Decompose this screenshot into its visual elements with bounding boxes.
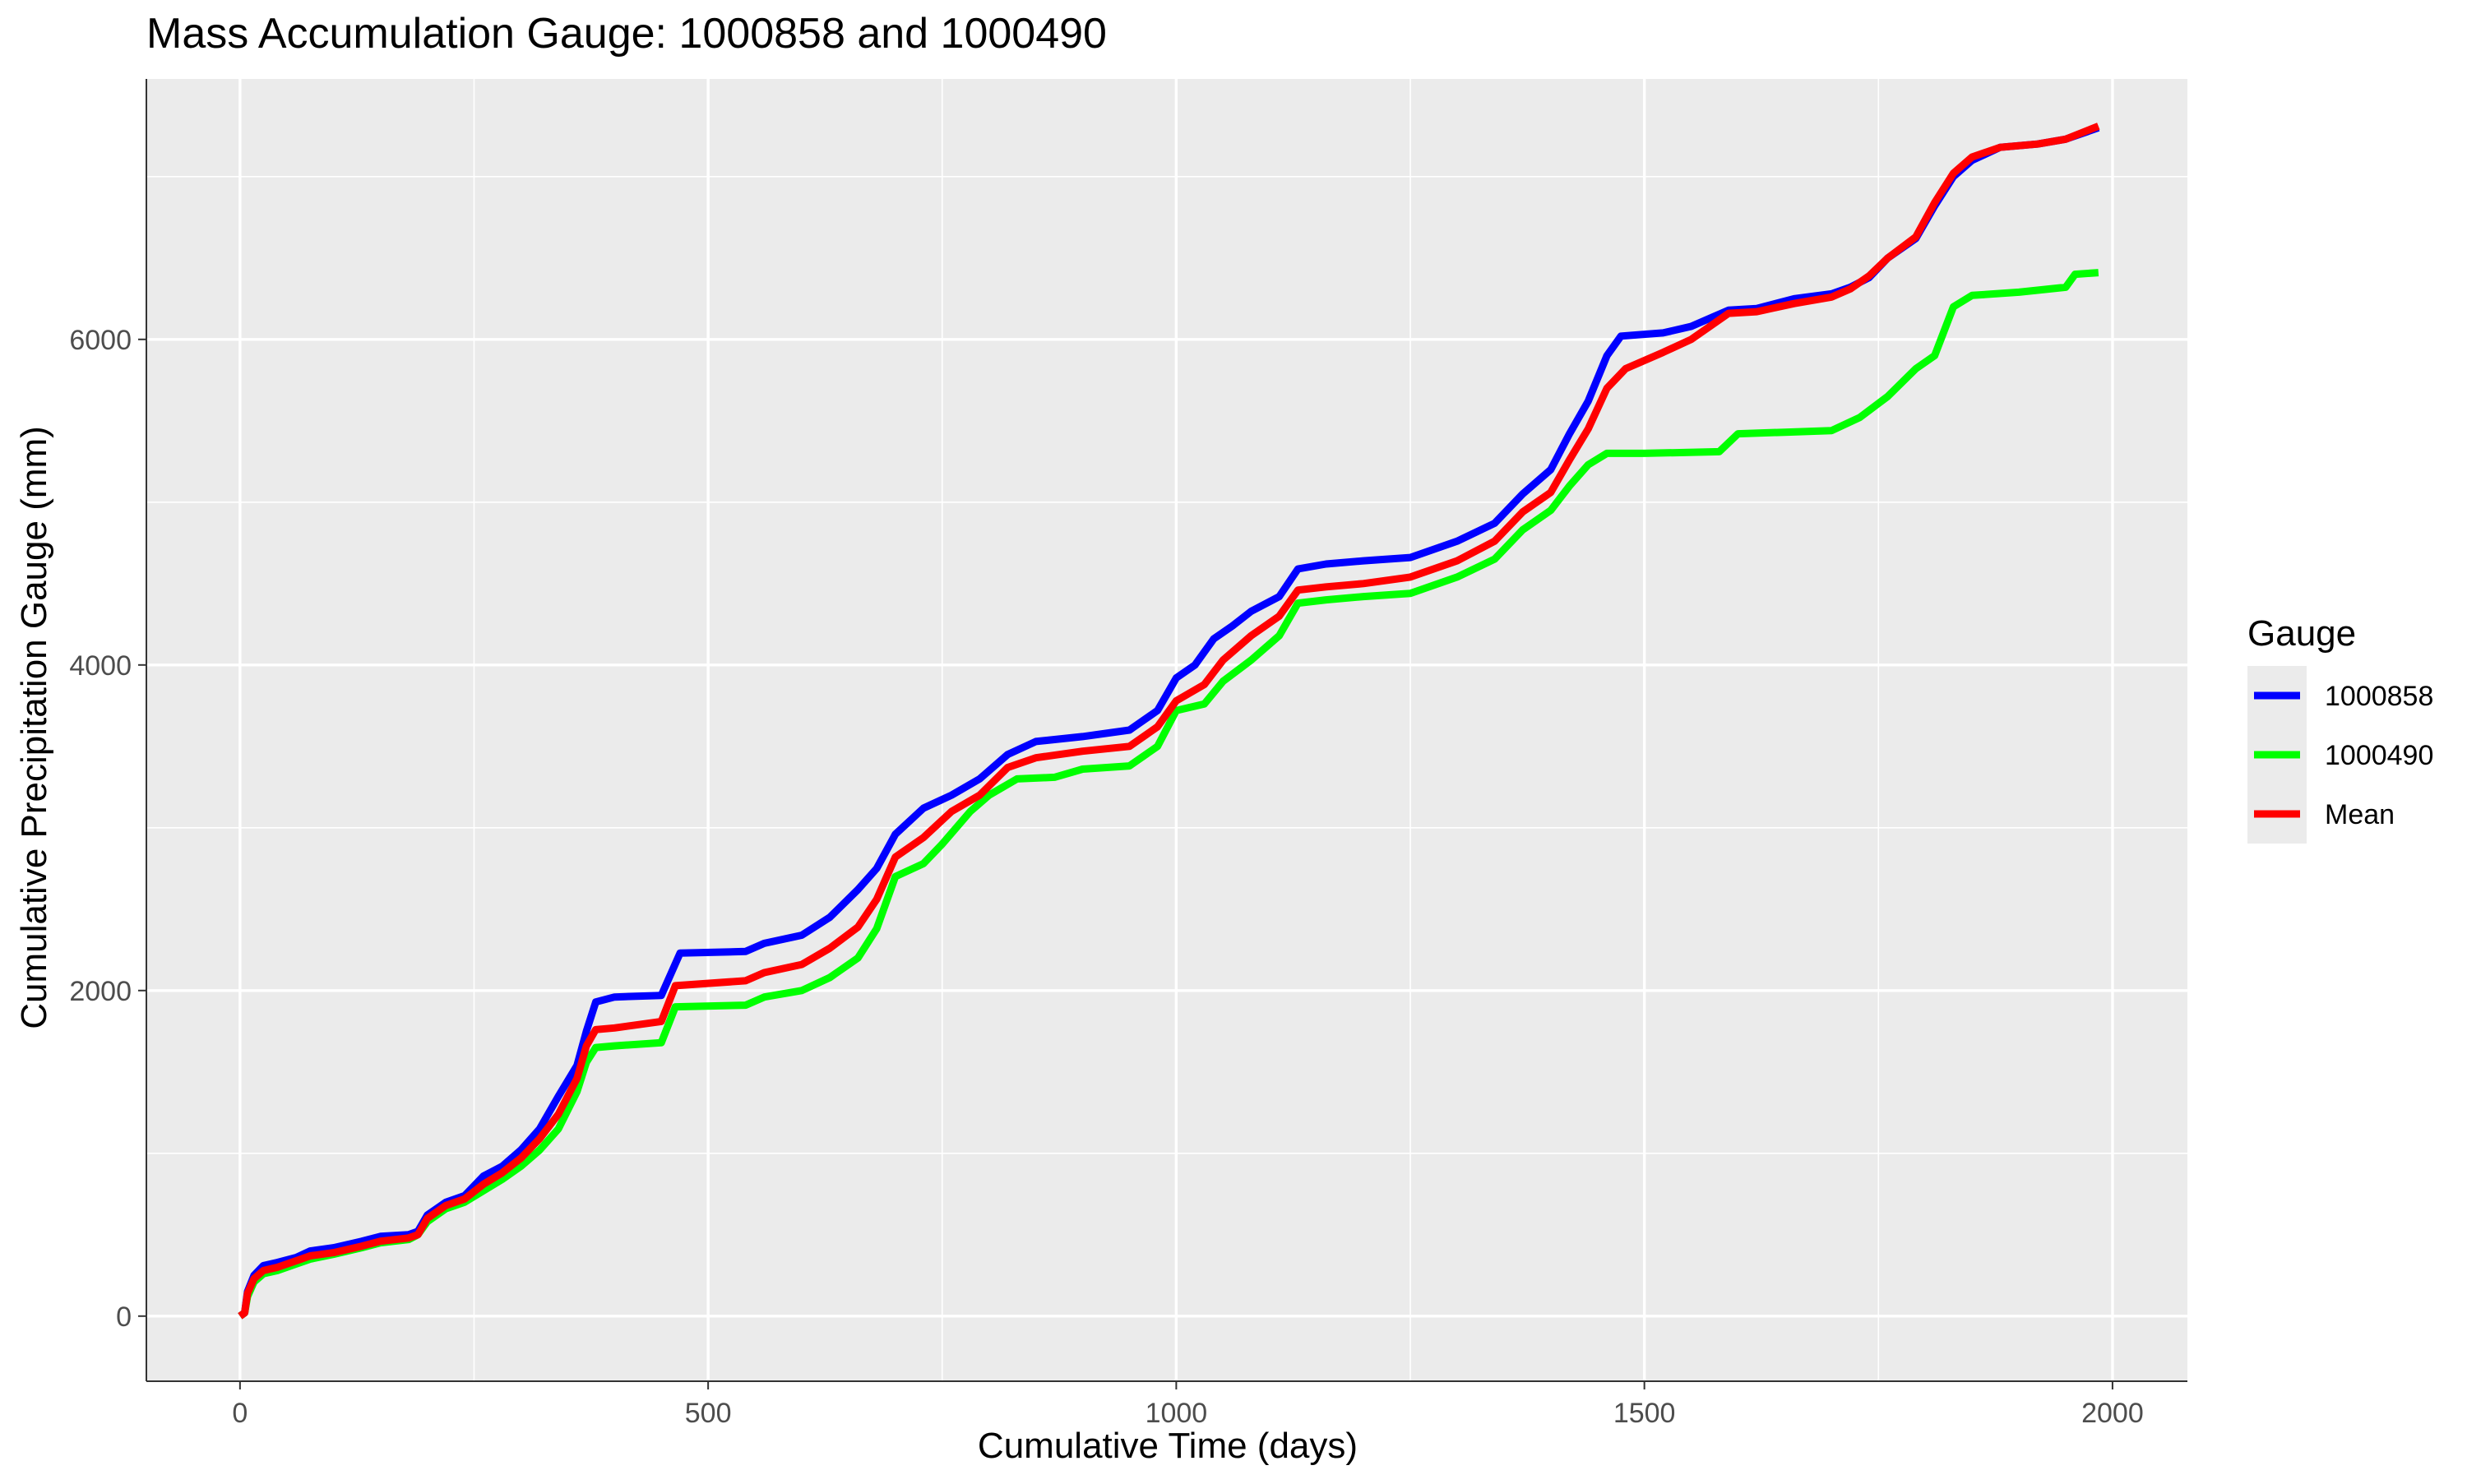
chart-title: Mass Accumulation Gauge: 1000858 and 100… — [146, 10, 1107, 58]
axes: 0 500 1000 1500 2000 0 2000 4000 6000 — [69, 79, 2187, 1429]
x-tick-label: 0 — [232, 1398, 248, 1429]
x-tick-label: 500 — [685, 1398, 732, 1429]
legend-title: Gauge — [2247, 613, 2356, 654]
legend-label: Mean — [2325, 799, 2395, 830]
plot-area — [146, 79, 2187, 1381]
x-tick-label: 1500 — [1613, 1398, 1676, 1429]
legend-label: 1000490 — [2325, 740, 2433, 771]
legend-label: 1000858 — [2325, 681, 2433, 712]
y-tick-label: 2000 — [69, 976, 132, 1007]
y-tick-label: 0 — [116, 1301, 132, 1333]
y-axis-label: Cumulative Precipitation Gauge (mm) — [14, 426, 54, 1029]
x-tick-label: 1000 — [1146, 1398, 1208, 1429]
y-tick-label: 4000 — [69, 650, 132, 682]
y-tick-label: 6000 — [69, 325, 132, 356]
series-line-mean — [238, 123, 2100, 1320]
x-axis-label: Cumulative Time (days) — [978, 1426, 1358, 1466]
legend: Gauge 1000858 1000490 Mean — [2247, 613, 2433, 844]
x-tick-label: 2000 — [2081, 1398, 2144, 1429]
